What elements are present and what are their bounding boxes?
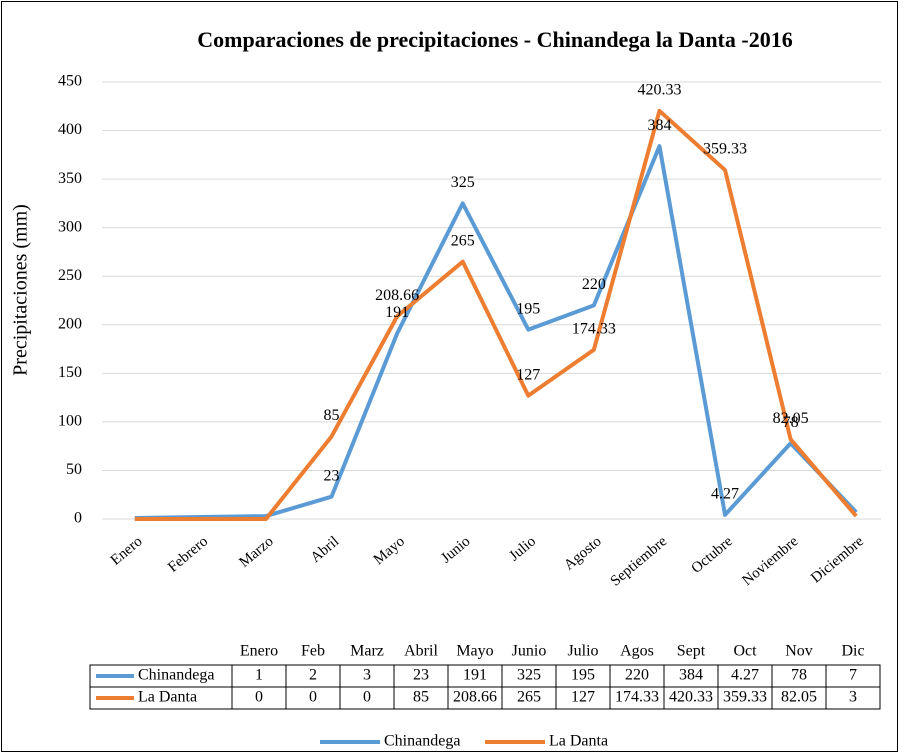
data-label: 78 [783, 414, 799, 431]
y-tick-label: 50 [66, 461, 82, 478]
table-cell: 0 [363, 689, 371, 706]
table-cell: 220 [625, 667, 649, 684]
data-label: 208.66 [375, 287, 419, 304]
table-header: Marz [350, 643, 384, 660]
chart-title: Comparaciones de precipitaciones - China… [197, 27, 792, 52]
y-tick-label: 300 [58, 218, 82, 235]
table-cell: 208.66 [453, 689, 497, 706]
y-axis-title: Precipitaciones (mm) [10, 204, 32, 376]
table-header: Sept [677, 643, 706, 660]
table-header: Mayo [456, 643, 493, 660]
data-label: 420.33 [637, 81, 681, 98]
y-tick-label: 0 [74, 510, 82, 527]
table-header: Agos [620, 643, 654, 660]
y-tick-label: 100 [58, 413, 82, 430]
table-header: Enero [240, 643, 278, 660]
table-header: Feb [301, 643, 325, 660]
data-label: 174.33 [572, 320, 616, 337]
table-cell: 0 [309, 689, 317, 706]
table-cell: 325 [517, 667, 541, 684]
table-cell: 195 [571, 667, 595, 684]
data-label: 191 [385, 304, 409, 321]
table-cell: 174.33 [615, 689, 659, 706]
table-cell: 23 [413, 667, 429, 684]
data-label: 265 [451, 232, 475, 249]
data-label: 23 [324, 467, 340, 484]
table-cell: 265 [517, 689, 541, 706]
table-cell: 78 [791, 667, 807, 684]
table-cell: 4.27 [731, 667, 759, 684]
series-line [134, 144, 858, 521]
data-label: 384 [647, 117, 671, 134]
table-cell: 3 [849, 689, 857, 706]
table-row-label: La Danta [138, 689, 197, 706]
y-tick-label: 350 [58, 170, 82, 187]
table-cell: 3 [363, 667, 371, 684]
table-cell: 1 [255, 667, 263, 684]
table-cell: 2 [309, 667, 317, 684]
y-tick-label: 150 [58, 364, 82, 381]
data-label: 127 [516, 366, 540, 383]
table-header: Nov [785, 643, 813, 660]
table-header: Julio [567, 643, 598, 660]
table-cell: 420.33 [669, 689, 713, 706]
y-tick-label: 250 [58, 267, 82, 284]
data-label: 220 [582, 276, 606, 293]
data-label: 195 [516, 300, 540, 317]
table-header: Junio [512, 643, 547, 660]
table-cell: 359.33 [723, 689, 767, 706]
table-cell: 384 [679, 667, 703, 684]
data-label: 359.33 [703, 141, 747, 158]
table-row-label: Chinandega [138, 667, 214, 684]
table-header: Oct [733, 643, 757, 660]
y-tick-label: 400 [58, 121, 82, 138]
table-cell: 7 [849, 667, 857, 684]
data-label: 4.27 [711, 486, 739, 503]
y-tick-label: 450 [58, 73, 82, 90]
table-cell: 191 [463, 667, 487, 684]
table-cell: 127 [571, 689, 595, 706]
data-label: 85 [324, 407, 340, 424]
legend-label: Chinandega [384, 733, 460, 750]
table-header: Abril [404, 643, 438, 660]
table-cell: 82.05 [781, 689, 817, 706]
table-header: Dic [841, 643, 864, 660]
data-label: 325 [451, 174, 475, 191]
legend-label: La Danta [549, 733, 608, 750]
series-line [134, 108, 858, 521]
y-tick-label: 200 [58, 315, 82, 332]
table-cell: 85 [413, 689, 429, 706]
data-label: 82.05 [773, 410, 809, 427]
table-cell: 0 [255, 689, 263, 706]
